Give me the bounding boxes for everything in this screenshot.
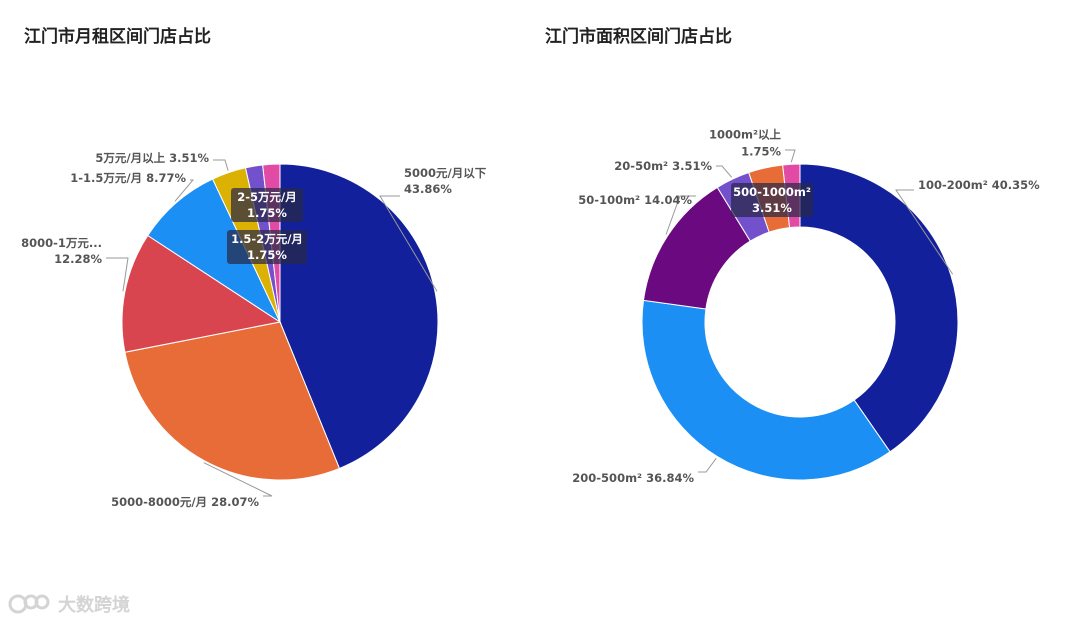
rent-leader-5	[213, 159, 229, 171]
rent-leader-5000	[379, 195, 438, 292]
rent-leader-1-1-5	[174, 179, 195, 202]
chart-title-rent: 江门市月租区间门店占比	[24, 27, 211, 47]
rent-label-5000: 5000元/月以下 43.86%	[404, 166, 487, 196]
rent-tip-2-5: 2-5万元/月 1.75%	[231, 188, 303, 222]
rent-slice-1-1-5[interactable]	[147, 178, 282, 324]
rent-label-8000-1: 8000-1万元... 12.28%	[21, 236, 102, 266]
rent-label-5000-8000: 5000-8000元/月 28.07%	[111, 495, 259, 509]
rent-leader-8000-1	[106, 257, 129, 292]
area-leader-50-100m	[665, 195, 696, 235]
area-label-100-200m: 100-200m² 40.35%	[918, 178, 1040, 192]
area-slice-100-200m[interactable]	[799, 163, 959, 453]
area-leader-1000m	[785, 149, 796, 163]
area-label-1000m: 1000m²以上 1.75%	[709, 127, 782, 158]
rent-slice-8000-1[interactable]	[121, 234, 282, 353]
area-leader-200-500m	[698, 458, 717, 473]
brand-logo-icon	[8, 594, 50, 614]
watermark-text: 大数跨境	[58, 595, 130, 616]
area-label-20-50m: 20-50m² 3.51%	[614, 159, 712, 173]
area-tip-500-1000m: 500-1000m² 3.51%	[731, 183, 813, 217]
rent-leader-5000-8000	[203, 462, 273, 497]
area-chart: 100-200m² 40.35% 200-500m² 36.84% 50-100m²…	[572, 127, 1040, 485]
area-label-200-500m: 200-500m² 36.84%	[572, 471, 694, 485]
rent-label-1-1-5: 1-1.5万元/月 8.77%	[70, 171, 186, 185]
rent-tip-1-5-2: 1.5-2万元/月 1.75%	[227, 230, 307, 264]
area-leader-100-200m	[895, 189, 954, 275]
watermark: 大数跨境	[8, 591, 130, 617]
chart-title-area: 江门市面积区间门店占比	[545, 27, 732, 47]
rent-slice-5000[interactable]	[279, 163, 439, 470]
svg-text:1.5-2万元/月1.75%: 1.5-2万元/月 1.75%	[231, 232, 303, 262]
rent-label-5: 5万元/月以上 3.51%	[95, 151, 209, 165]
svg-text:2-5万元/月1.75%: 2-5万元/月 1.75%	[237, 190, 296, 220]
area-slice-200-500m[interactable]	[641, 299, 891, 481]
rent-slice-5000-8000[interactable]	[124, 321, 341, 481]
rent-chart: 5000元/月以下 43.86% 5000-8000元/月 28.07% 8000-1…	[21, 151, 487, 509]
area-leader-20-50m	[716, 165, 733, 178]
area-label-50-100m: 50-100m² 14.04%	[578, 193, 692, 207]
